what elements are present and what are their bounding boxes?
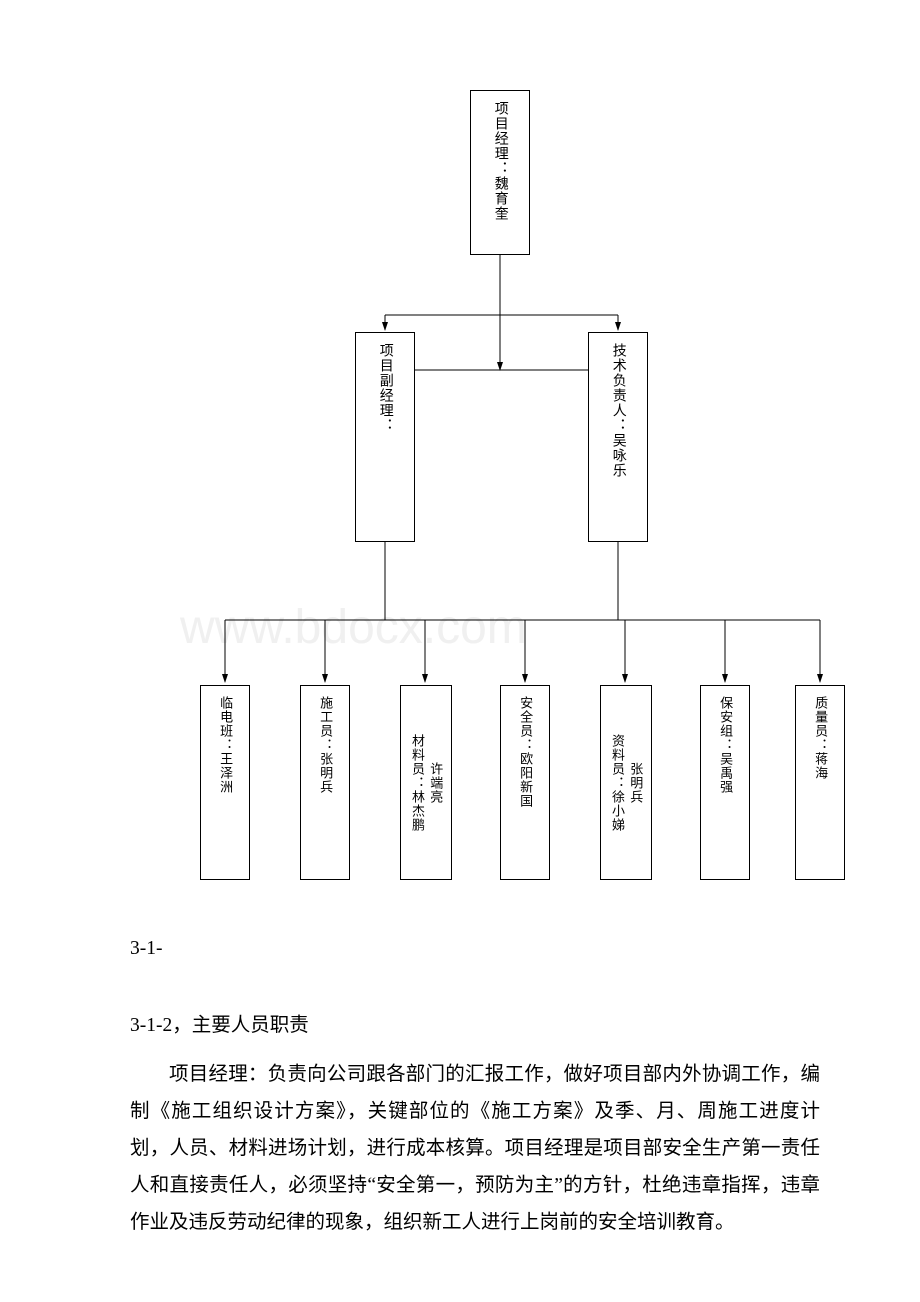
node-sublabel: 许端亮 bbox=[427, 762, 443, 804]
node-deputy-manager: 项目副经理： bbox=[355, 332, 415, 542]
node-project-manager: 项目经理：魏育奎 bbox=[470, 90, 530, 255]
node-label: 质量员：蒋海 bbox=[812, 696, 828, 780]
node-label: 安全员：欧阳新国 bbox=[517, 696, 533, 808]
node-label: 临电班：王泽洲 bbox=[217, 696, 233, 794]
node-label: 材料员：林杰鹏 bbox=[409, 734, 425, 832]
node-label: 施工员：张明兵 bbox=[317, 696, 333, 794]
node-label: 资料员：徐小娣 bbox=[609, 734, 625, 832]
node-label: 技术负责人：吴咏乐 bbox=[609, 343, 627, 478]
section-number: 3-1- bbox=[130, 930, 820, 967]
org-chart: 项目经理：魏育奎 项目副经理： 技术负责人：吴咏乐 临电班：王泽洲 施工员：张明… bbox=[170, 90, 870, 900]
node-security: 保安组：吴禹强 bbox=[700, 685, 750, 880]
node-safety: 安全员：欧阳新国 bbox=[500, 685, 550, 880]
node-documents: 资料员：徐小娣 张明兵 bbox=[600, 685, 652, 880]
node-quality: 质量员：蒋海 bbox=[795, 685, 845, 880]
node-tech-lead: 技术负责人：吴咏乐 bbox=[588, 332, 648, 542]
node-label: 保安组：吴禹强 bbox=[717, 696, 733, 794]
section-heading: 3-1-2，主要人员职责 bbox=[130, 1007, 820, 1044]
node-sublabel: 张明兵 bbox=[627, 762, 643, 804]
node-materials: 材料员：林杰鹏 许端亮 bbox=[400, 685, 452, 880]
node-electric-team: 临电班：王泽洲 bbox=[200, 685, 250, 880]
node-label: 项目经理：魏育奎 bbox=[491, 101, 509, 221]
text-body: 3-1- 3-1-2，主要人员职责 项目经理：负责向公司跟各部门的汇报工作，做好… bbox=[130, 930, 820, 1241]
node-constructor: 施工员：张明兵 bbox=[300, 685, 350, 880]
paragraph-1: 项目经理：负责向公司跟各部门的汇报工作，做好项目部内外协调工作，编制《施工组织设… bbox=[130, 1056, 820, 1241]
node-label: 项目副经理： bbox=[376, 343, 394, 433]
